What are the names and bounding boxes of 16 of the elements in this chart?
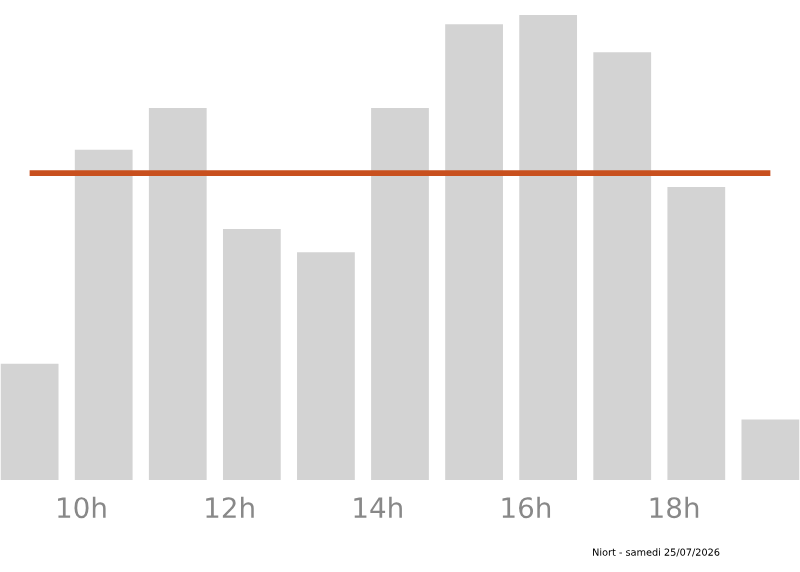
bar (371, 108, 429, 480)
bar (741, 419, 800, 480)
bar (519, 15, 578, 480)
x-tick-label: 10h (58, 496, 106, 519)
bar (148, 108, 207, 480)
bar (0, 363, 59, 480)
x-tick-label: 18h (650, 496, 699, 519)
bar (667, 187, 726, 480)
x-tick-label: 14h (354, 496, 402, 518)
bar (297, 252, 355, 480)
x-tick-label: 16h (502, 496, 551, 519)
bar (74, 149, 133, 480)
bar (593, 52, 652, 480)
x-tick-label: 12h (206, 496, 254, 518)
bar (222, 228, 281, 480)
bar (445, 24, 503, 480)
